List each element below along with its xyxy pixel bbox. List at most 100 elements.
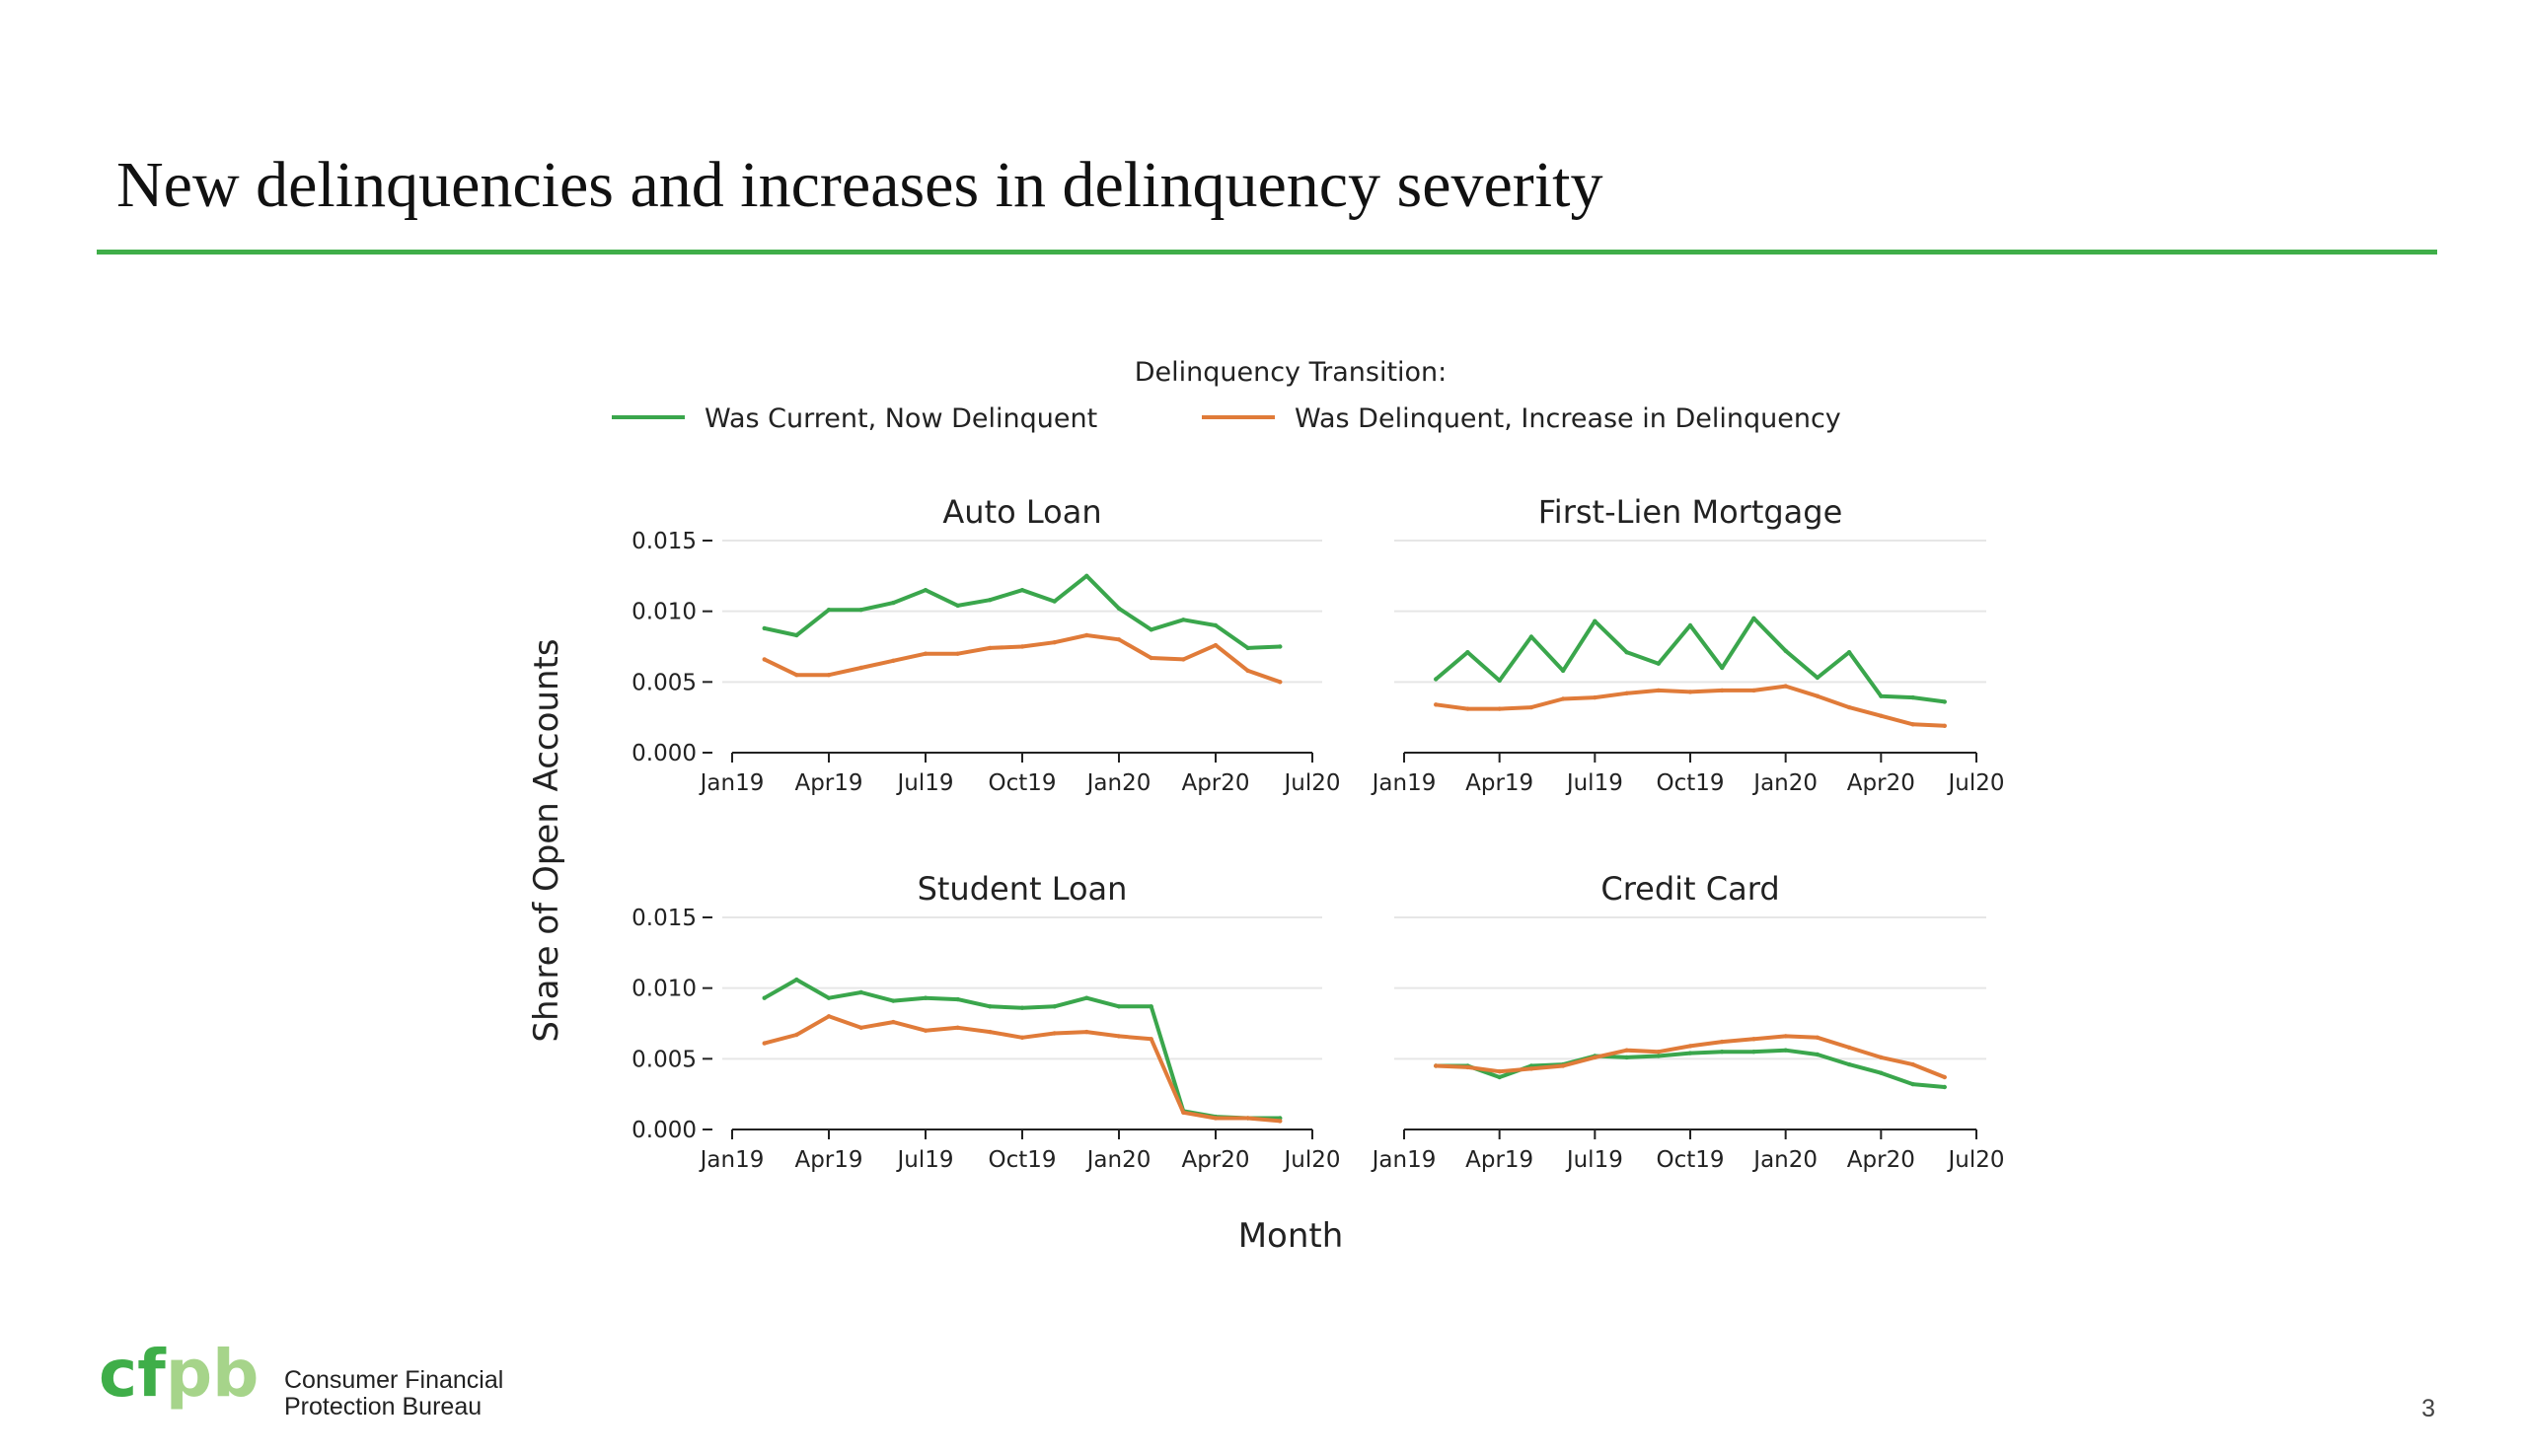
data-point-was-delinquent-increase-in-delinquency <box>1278 680 1283 685</box>
data-point-was-current-now-delinquent <box>1815 675 1820 681</box>
data-point-was-delinquent-increase-in-delinquency <box>1942 723 1948 728</box>
x-tick-label: Apr20 <box>1181 770 1249 796</box>
cfpb-logo-wordmark: cfpb <box>99 1337 259 1412</box>
y-tick-label: 0.015 <box>632 906 697 931</box>
panel-title: Student Loan <box>918 870 1128 908</box>
data-point-was-current-now-delinquent <box>891 998 896 1003</box>
data-point-was-current-now-delinquent <box>1278 644 1283 649</box>
data-point-was-delinquent-increase-in-delinquency <box>1879 1055 1884 1060</box>
data-point-was-delinquent-increase-in-delinquency <box>1751 688 1756 693</box>
data-point-was-current-now-delinquent <box>858 989 863 995</box>
data-point-was-current-now-delinquent <box>794 977 799 983</box>
data-point-was-delinquent-increase-in-delinquency <box>1181 1110 1186 1116</box>
data-point-was-current-now-delinquent <box>1084 573 1089 578</box>
data-point-was-current-now-delinquent <box>1720 1050 1725 1055</box>
legend-title: Delinquency Transition: <box>1135 357 1448 388</box>
data-point-was-current-now-delinquent <box>1593 619 1597 623</box>
data-point-was-current-now-delinquent <box>1942 1084 1948 1090</box>
data-point-was-current-now-delinquent <box>762 625 767 631</box>
x-tick-label: Jan19 <box>699 770 765 796</box>
x-tick-label: Jan19 <box>699 1147 765 1173</box>
data-point-was-current-now-delinquent <box>858 608 863 613</box>
data-point-was-delinquent-increase-in-delinquency <box>1213 642 1219 648</box>
series-line-was-delinquent-increase-in-delinquency <box>764 1014 1281 1124</box>
data-point-was-delinquent-increase-in-delinquency <box>1560 1063 1566 1068</box>
data-point-was-delinquent-increase-in-delinquency <box>1019 644 1025 649</box>
series-line-was-current-now-delinquent <box>1434 616 1946 704</box>
data-point-was-current-now-delinquent <box>1846 1061 1852 1067</box>
data-point-was-current-now-delinquent <box>1751 1050 1756 1055</box>
x-tick-label: Jan20 <box>1085 770 1152 796</box>
data-point-was-current-now-delinquent <box>1497 678 1502 684</box>
data-point-was-current-now-delinquent <box>1213 622 1219 628</box>
chart-legend: Delinquency Transition: Was Current, Now… <box>612 357 1841 434</box>
y-axis-label: Share of Open Accounts <box>527 638 566 1042</box>
data-point-was-delinquent-increase-in-delinquency <box>1720 688 1725 693</box>
data-point-was-delinquent-increase-in-delinquency <box>1465 1064 1470 1070</box>
x-tick-label: Apr19 <box>794 770 862 796</box>
data-point-was-delinquent-increase-in-delinquency <box>1213 1116 1219 1121</box>
x-tick-label: Jan20 <box>1751 770 1818 796</box>
data-point-was-delinquent-increase-in-delinquency <box>988 645 993 651</box>
data-point-was-delinquent-increase-in-delinquency <box>762 657 767 662</box>
data-point-was-delinquent-increase-in-delinquency <box>955 651 960 656</box>
data-point-was-current-now-delinquent <box>988 598 993 603</box>
data-point-was-current-now-delinquent <box>955 603 960 609</box>
data-point-was-current-now-delinquent <box>1846 650 1852 655</box>
data-point-was-delinquent-increase-in-delinquency <box>1815 1035 1820 1041</box>
data-point-was-delinquent-increase-in-delinquency <box>1879 713 1884 718</box>
data-point-was-delinquent-increase-in-delinquency <box>1084 1029 1089 1035</box>
data-point-was-current-now-delinquent <box>1019 1005 1025 1010</box>
data-point-was-delinquent-increase-in-delinquency <box>1720 1039 1725 1045</box>
x-tick-label: Jan20 <box>1085 1147 1152 1173</box>
data-point-was-current-now-delinquent <box>1181 618 1186 622</box>
data-point-was-current-now-delinquent <box>826 995 832 1000</box>
data-point-was-delinquent-increase-in-delinquency <box>1560 696 1566 701</box>
data-point-was-current-now-delinquent <box>1879 693 1884 698</box>
data-point-was-delinquent-increase-in-delinquency <box>1656 1050 1662 1055</box>
data-point-was-delinquent-increase-in-delinquency <box>1116 1034 1122 1039</box>
data-point-was-current-now-delinquent <box>1656 661 1662 666</box>
panel-first-lien-mortgage: First-Lien Mortgage Jan19 Apr19 Jul19 Oct19 J… <box>1371 493 2005 796</box>
data-point-was-delinquent-increase-in-delinquency <box>826 1014 832 1019</box>
x-tick-label: Jan19 <box>1371 1147 1437 1173</box>
data-point-was-current-now-delinquent <box>1116 1004 1122 1009</box>
data-point-was-delinquent-increase-in-delinquency <box>794 1032 799 1038</box>
legend-label-increase-in-delinquency: Was Delinquent, Increase in Delinquency <box>1295 403 1841 434</box>
logo-letter-b: b <box>212 1337 259 1412</box>
logo-text-line1: Consumer Financial <box>284 1366 504 1394</box>
data-point-was-delinquent-increase-in-delinquency <box>891 1019 896 1025</box>
data-point-was-current-now-delinquent <box>1149 627 1153 632</box>
data-point-was-current-now-delinquent <box>923 995 929 1000</box>
data-point-was-delinquent-increase-in-delinquency <box>988 1029 993 1035</box>
data-point-was-delinquent-increase-in-delinquency <box>1528 1066 1534 1071</box>
data-point-was-current-now-delinquent <box>1815 1052 1820 1057</box>
data-point-was-current-now-delinquent <box>988 1004 993 1009</box>
x-tick-label: Apr20 <box>1181 1147 1249 1173</box>
x-axis-label: Month <box>1238 1216 1344 1256</box>
data-point-was-current-now-delinquent <box>1084 995 1089 1000</box>
series-line-was-delinquent-increase-in-delinquency <box>763 633 1281 685</box>
title-divider <box>97 250 2437 255</box>
data-point-was-current-now-delinquent <box>1751 616 1756 620</box>
logo-letter-f: f <box>137 1337 167 1412</box>
panel-credit-card: Credit Card Jan19 Apr19 Jul19 Oct19 Jan20 Apr2… <box>1371 870 2005 1173</box>
data-point-was-current-now-delinquent <box>1687 622 1693 628</box>
chart-panels: Auto Loan Jan19 Apr19 Jul19 Oct19 Jan20 Apr20 J… <box>632 493 2004 1173</box>
data-point-was-delinquent-increase-in-delinquency <box>1815 693 1820 698</box>
data-point-was-current-now-delinquent <box>794 632 799 638</box>
data-point-was-delinquent-increase-in-delinquency <box>1656 688 1662 693</box>
data-point-was-current-now-delinquent <box>1052 1004 1057 1009</box>
panel-title: Auto Loan <box>942 493 1101 531</box>
data-point-was-delinquent-increase-in-delinquency <box>1052 640 1057 645</box>
data-point-was-current-now-delinquent <box>1783 1048 1788 1053</box>
data-point-was-delinquent-increase-in-delinquency <box>1245 668 1250 674</box>
data-point-was-delinquent-increase-in-delinquency <box>1846 1045 1852 1051</box>
data-point-was-delinquent-increase-in-delinquency <box>762 1041 767 1046</box>
x-tick-label: Apr19 <box>794 1147 862 1173</box>
data-point-was-delinquent-increase-in-delinquency <box>1593 694 1597 700</box>
data-point-was-current-now-delinquent <box>1624 650 1629 655</box>
x-tick-label: Apr20 <box>1847 770 1915 796</box>
data-point-was-delinquent-increase-in-delinquency <box>923 1028 929 1033</box>
